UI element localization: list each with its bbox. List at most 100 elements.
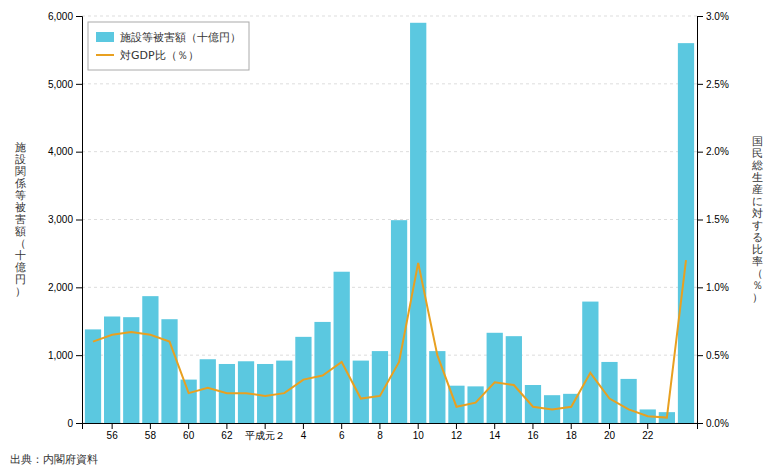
tick-label: 14 — [489, 430, 501, 441]
grid-line — [82, 16, 697, 17]
tick-mark — [697, 355, 703, 356]
tick-label: 0 — [67, 418, 73, 429]
tick-label: 6,000 — [48, 11, 73, 22]
tick-label: 20 — [604, 430, 616, 441]
legend: 施設等被害額（十億円） 対GDP比（％） — [88, 22, 249, 70]
tick-mark — [76, 423, 82, 424]
tick-mark — [647, 423, 648, 429]
tick: 5,000 — [48, 79, 82, 90]
tick: 3,000 — [48, 214, 82, 225]
bar — [429, 351, 445, 423]
grid-line — [82, 151, 697, 152]
bar — [181, 380, 197, 423]
bar — [525, 385, 541, 423]
tick: 20 — [604, 423, 616, 441]
grid — [82, 16, 697, 423]
bar — [85, 329, 101, 423]
tick-label: 6 — [339, 430, 345, 441]
tick: 12 — [451, 423, 463, 441]
tick: 8 — [377, 423, 383, 441]
tick-mark — [76, 220, 82, 221]
bar — [161, 319, 177, 423]
tick-mark — [112, 423, 113, 429]
grid-line — [82, 83, 697, 84]
tick: 0.0% — [697, 418, 729, 429]
tick-mark — [150, 423, 151, 429]
tick-mark — [341, 423, 342, 429]
tick-mark — [697, 16, 703, 17]
plot: 56 58 60 62 平成元２ 4 6 8 10 12 14 16 18 20 22 0 1,000 2,000… — [15, 11, 763, 441]
tick-label: 10 — [413, 430, 425, 441]
tick-label: 2,000 — [48, 282, 73, 293]
tick: 16 — [527, 423, 539, 441]
bar — [238, 361, 254, 423]
bar — [391, 220, 407, 423]
tick-mark — [379, 423, 380, 429]
tick-mark — [76, 152, 82, 153]
legend-label: 対GDP比（％） — [120, 49, 199, 62]
tick-label: 18 — [566, 430, 578, 441]
tick-label: 1.5% — [706, 214, 729, 225]
tick: 60 — [183, 423, 195, 441]
tick: 18 — [566, 423, 578, 441]
tick-label: 4,000 — [48, 146, 73, 157]
axis-line — [698, 17, 704, 424]
tick-mark — [609, 423, 610, 429]
tick-label: 3.0% — [706, 11, 729, 22]
tick-label: 0.0% — [706, 418, 729, 429]
tick-mark — [697, 287, 703, 288]
legend-swatch — [96, 32, 114, 42]
tick-label: 60 — [183, 430, 195, 441]
bar — [276, 361, 292, 423]
tick: 2.5% — [697, 79, 729, 90]
tick: 平成元２ — [245, 423, 285, 441]
tick: 1.5% — [697, 214, 729, 225]
axis-line — [76, 17, 83, 424]
tick-label: 62 — [221, 430, 233, 441]
chart: 56 58 60 62 平成元２ 4 6 8 10 12 14 16 18 20 22 0 1,000 2,000… — [0, 0, 775, 471]
tick: 1,000 — [48, 350, 82, 361]
tick-label: 12 — [451, 430, 463, 441]
tick-label: 平成元２ — [245, 430, 285, 441]
tick-label: 56 — [107, 430, 119, 441]
tick-mark — [226, 423, 227, 429]
tick-mark — [76, 84, 82, 85]
bar — [353, 361, 369, 423]
tick-mark — [532, 423, 533, 429]
annotation: 出典：内閣府資料 — [10, 453, 98, 466]
tick-mark — [697, 84, 703, 85]
bar — [142, 296, 158, 423]
tick: 62 — [221, 423, 233, 441]
tick: 10 — [413, 423, 425, 441]
tick-label: 16 — [527, 430, 539, 441]
tick-label: 3,000 — [48, 214, 73, 225]
marks — [85, 23, 694, 423]
bar — [487, 333, 503, 423]
tick: 1.0% — [697, 282, 729, 293]
bar-series — [85, 23, 694, 423]
legend-swatch — [96, 54, 114, 56]
grid-line — [82, 287, 697, 288]
tick: 56 — [107, 423, 119, 441]
tick-label: 5,000 — [48, 79, 73, 90]
tick-label: 2.0% — [706, 146, 729, 157]
tick-mark — [571, 423, 572, 429]
bar — [582, 302, 598, 423]
tick-label: 58 — [145, 430, 157, 441]
y2-axis-title: 国民総生産に対する比率（％） — [751, 135, 763, 304]
y2-axis: 0.0%0.5%1.0%1.5%2.0%2.5%3.0% — [697, 11, 729, 429]
tick-mark — [697, 152, 703, 153]
tick-mark — [418, 423, 419, 429]
grid-line — [82, 219, 697, 220]
tick: 6,000 — [48, 11, 82, 22]
tick-mark — [76, 355, 82, 356]
y-axis: 0 1,000 2,000 3,000 4,000 5,000 6,000 — [48, 11, 83, 429]
tick: 4 — [301, 423, 307, 441]
legend-item: 施設等被害額（十億円） — [96, 31, 241, 44]
tick: 14 — [489, 423, 501, 441]
tick: 22 — [642, 423, 654, 441]
tick-mark — [303, 423, 304, 429]
tick-label: 1.0% — [706, 282, 729, 293]
y-axis-title: 施設関係等被害額（十億円） — [15, 141, 26, 298]
tick-mark — [188, 423, 189, 429]
